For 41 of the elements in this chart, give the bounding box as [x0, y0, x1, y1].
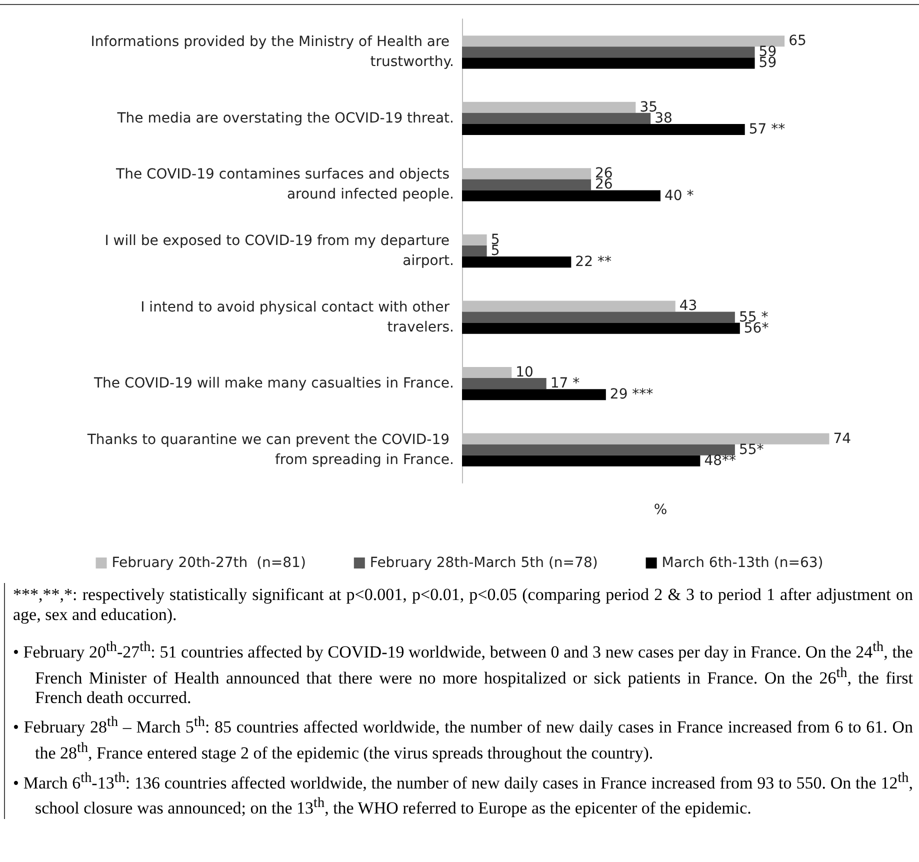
- bar: [462, 46, 755, 58]
- bar: [462, 190, 660, 202]
- y-tick-label: The COVID-19 contamines surfaces and objects around infected people.: [115, 166, 454, 203]
- legend-label: February 20th-27th (n=81): [112, 555, 306, 571]
- data-label: 17 *: [550, 376, 580, 392]
- bar: [462, 444, 735, 456]
- text: ***,**,*: respectively statistically significant at p<0.001, p<0.01, p<0.05 (comparing period 2 & 3 to period 1 after adjustment on age, sex and education).: [13, 585, 913, 625]
- y-tick-label: Informations provided by the Ministry of Health are trustworthy.: [90, 34, 454, 70]
- bar: [462, 124, 745, 135]
- y-tick-label: Thanks to quarantine we can prevent the COVID-19 from spreading in France.: [86, 432, 454, 468]
- data-label: 40 *: [664, 188, 694, 204]
- bar: [462, 112, 651, 124]
- bar: [462, 378, 546, 390]
- bar: [462, 179, 592, 190]
- data-label: 29 ***: [610, 386, 654, 403]
- data-label: 74: [833, 430, 852, 447]
- x-axis-title: %: [654, 502, 668, 518]
- text: • February 20$^{th}$-27$^{th}$: 51 countries affected by COVID-19 worldwide, between 0 and 3 new cases per day in France. On the 24$^{th}$, the French Minister of Health announced that there were no more hospitalized or sick patients in France. On the 26$^{th}$, the first French death occurred.: [13, 639, 914, 708]
- data-label: 65: [788, 33, 806, 50]
- legend-label: March 6th-13th (n=63): [662, 555, 824, 571]
- y-tick-label: I intend to avoid physical contact with other travelers.: [140, 299, 454, 336]
- data-label: 22 **: [575, 254, 612, 270]
- bar: [462, 58, 755, 69]
- data-label: 55*: [738, 442, 764, 458]
- y-tick-label: The COVID-19 will make many casualties in France.: [93, 376, 454, 392]
- bar: [462, 245, 487, 257]
- bar: [462, 312, 735, 323]
- bar: [462, 256, 572, 268]
- text: • February 28$^{th}$ – March 5$^{th}$: 85 countries affected worldwide, the number of new daily cases in France increased from 6 to 61. On the 28$^{th}$, France entered stage 2 of the epidemic (the virus spreads throughout the country).: [13, 714, 913, 763]
- text: • March 6$^{th}$-13$^{th}$: 136 countries affected worldwide, the number of new daily cases in France increased from 93 to 550. On the 12$^{th}$, school closure was announced; on the 13$^{th}$, the WHO referred to Europe as the epicenter of the epidemic.: [13, 770, 913, 818]
- data-label: 43: [679, 298, 698, 314]
- bar: [462, 455, 700, 466]
- bar: [462, 322, 740, 334]
- y-tick-label: The media are overstating the OCVID-19 threat.: [116, 110, 454, 126]
- bar: [462, 389, 606, 400]
- legend-label: February 28th-March 5th (n=78): [370, 555, 598, 571]
- data-label: 57 **: [748, 121, 786, 138]
- y-tick-label: I will be exposed to COVID-19 from my departure airport.: [104, 233, 454, 269]
- data-label: 10: [516, 364, 534, 381]
- data-label: 48**: [704, 452, 736, 469]
- data-label: 38: [654, 110, 672, 126]
